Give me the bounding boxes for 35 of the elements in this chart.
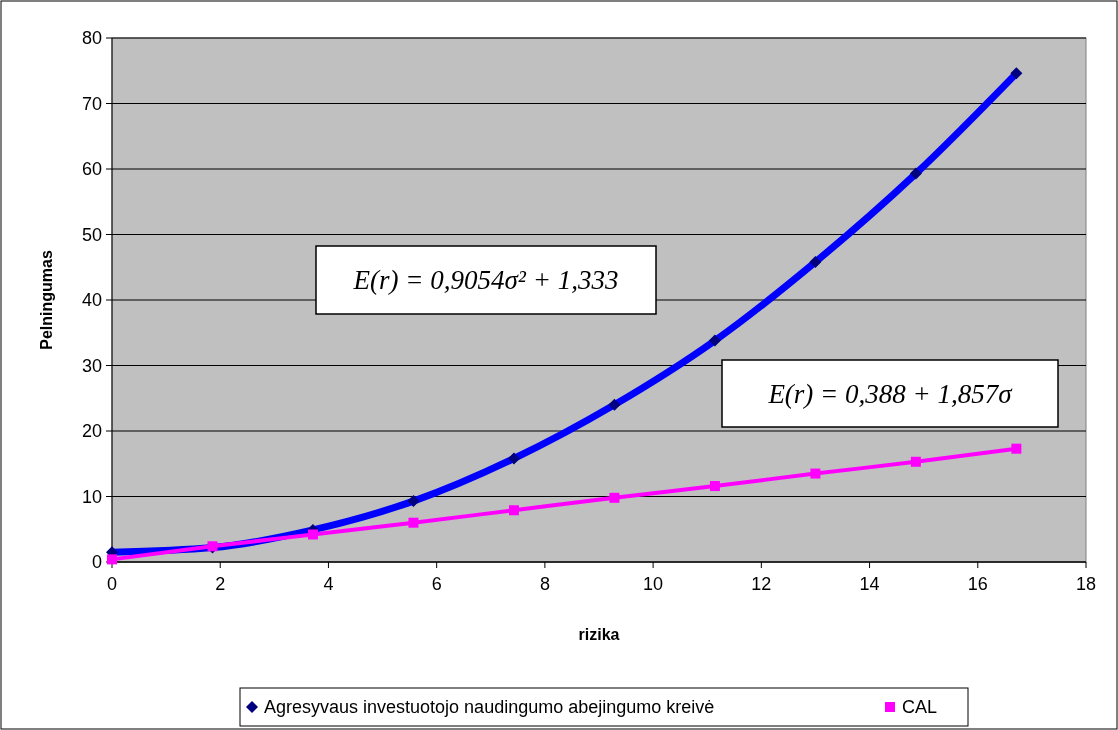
y-tick-label: 80 <box>81 28 102 48</box>
x-tick-label: 14 <box>859 574 880 594</box>
annotation: E(r) = 0,9054σ² + 1,333 <box>352 265 619 295</box>
point <box>810 468 821 479</box>
x-axis-title: rizika <box>578 626 620 643</box>
y-tick-label: 40 <box>81 290 102 310</box>
y-tick-label: 20 <box>81 421 102 441</box>
point <box>508 505 519 516</box>
y-axis-title: Pelningumas <box>38 250 55 350</box>
legend-label: CAL <box>902 697 938 717</box>
y-tick-label: 0 <box>91 552 102 572</box>
x-tick-label: 10 <box>643 574 664 594</box>
equation-box: E(r) = 0,388 + 1,857σ <box>721 359 1059 428</box>
point <box>609 492 620 503</box>
x-tick-label: 12 <box>751 574 772 594</box>
annotation: E(r) = 0,388 + 1,857σ <box>767 378 1014 409</box>
point <box>709 481 720 492</box>
y-tick-label: 70 <box>81 93 102 114</box>
y-tick-label: 60 <box>81 159 102 179</box>
x-tick-label: 4 <box>323 574 334 594</box>
point <box>307 529 318 540</box>
x-tick-label: 0 <box>106 574 118 594</box>
point <box>408 517 419 528</box>
legend-label: Agresyvaus investuotojo naudingumo abejingumo kreivė <box>264 697 715 717</box>
x-tick-label: 18 <box>1075 574 1097 594</box>
equation-box: E(r) = 0,9054σ² + 1,333 <box>315 245 657 315</box>
x-tick-label: 16 <box>967 574 988 594</box>
y-tick-label: 50 <box>81 224 102 245</box>
point <box>1011 443 1022 454</box>
point <box>910 456 921 467</box>
y-tick-label: 30 <box>81 355 102 376</box>
x-tick-label: 6 <box>431 574 442 594</box>
x-tick-label: 2 <box>215 574 226 594</box>
y-tick-label: 10 <box>81 486 102 507</box>
x-tick-label: 8 <box>539 574 550 594</box>
